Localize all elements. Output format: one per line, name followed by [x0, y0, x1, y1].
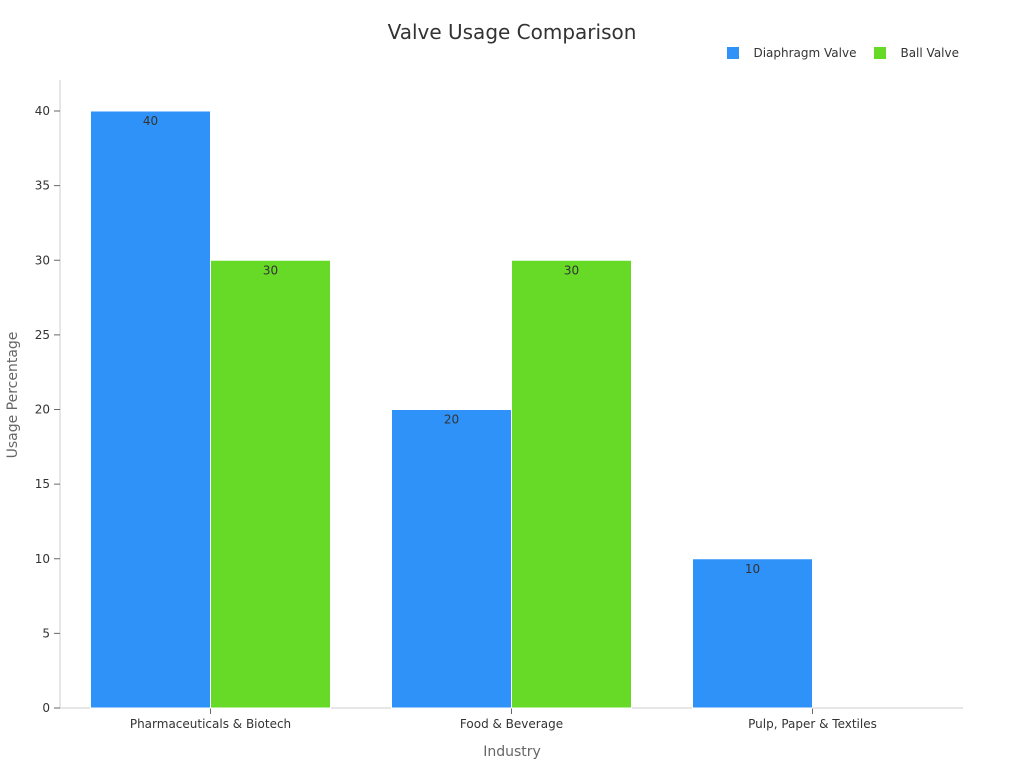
- bar-diaphragm-valve[interactable]: [90, 110, 211, 709]
- x-tick-label: Food & Beverage: [460, 717, 563, 731]
- y-tick-label: 15: [35, 477, 50, 491]
- legend: Diaphragm Valve Ball Valve: [709, 46, 959, 60]
- bar-data-label: 40: [143, 114, 158, 128]
- legend-item-diaphragm-valve[interactable]: Diaphragm Valve: [727, 46, 856, 60]
- bar-ball-valve[interactable]: [210, 259, 331, 709]
- bar-ball-valve[interactable]: [511, 259, 632, 709]
- chart-title: Valve Usage Comparison: [387, 20, 637, 44]
- y-axis-title: Usage Percentage: [5, 332, 21, 459]
- y-tick-label: 10: [35, 552, 50, 566]
- legend-swatch-ball-valve: [874, 47, 887, 59]
- bar-data-label: 10: [745, 562, 760, 576]
- y-tick-label: 35: [35, 179, 50, 193]
- legend-swatch-diaphragm-valve: [727, 47, 740, 59]
- x-tick-label: Pharmaceuticals & Biotech: [130, 717, 291, 731]
- y-tick-label: 5: [42, 626, 50, 640]
- bar-data-label: 30: [263, 263, 278, 277]
- y-tick-label: 40: [35, 104, 50, 118]
- legend-label-ball-valve: Ball Valve: [900, 46, 959, 60]
- y-tick-label: 0: [42, 701, 50, 715]
- legend-label-diaphragm-valve: Diaphragm Valve: [753, 46, 857, 60]
- bar-diaphragm-valve[interactable]: [391, 409, 512, 709]
- bar-data-label: 20: [444, 413, 459, 427]
- legend-item-ball-valve[interactable]: Ball Valve: [874, 46, 959, 60]
- y-tick-label: 30: [35, 253, 50, 267]
- x-tick-label: Pulp, Paper & Textiles: [748, 717, 877, 731]
- bar-data-label: 30: [564, 263, 579, 277]
- x-axis-title: Industry: [483, 744, 541, 760]
- y-tick-label: 20: [35, 403, 50, 417]
- y-tick-label: 25: [35, 328, 50, 342]
- bar-diaphragm-valve[interactable]: [692, 558, 813, 709]
